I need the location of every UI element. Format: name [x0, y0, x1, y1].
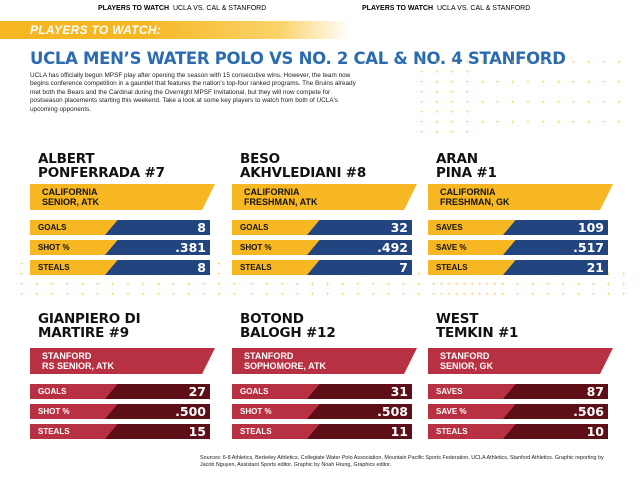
stat-row: GOALS 31: [232, 384, 412, 399]
section-tag: PLAYERS TO WATCH:: [0, 21, 350, 39]
stat-row: STEALS 10: [428, 424, 608, 439]
school-box: STANFORD RS SENIOR, ATK: [30, 348, 215, 374]
top-bar: PLAYERS TO WATCH UCLA VS. CAL & STANFORD…: [0, 0, 640, 18]
stat-row: STEALS 15: [30, 424, 210, 439]
player-name: BESO AKHVLEDIANI #8: [240, 151, 367, 181]
stat-row: GOALS 32: [232, 220, 412, 235]
sources-footer: Sources: 6-8 Athletics, Berkeley Athleti…: [200, 455, 604, 468]
stat-row: STEALS 11: [232, 424, 412, 439]
stat-row: SHOT % .500: [30, 404, 210, 419]
stat-row: STEALS 21: [428, 260, 608, 275]
player-card: BOTOND BALOGH #12 STANFORD SOPHOMORE, ATK …: [232, 312, 422, 440]
stat-row: SHOT % .508: [232, 404, 412, 419]
stat-row: SHOT % .381: [30, 240, 210, 255]
player-card: BESO AKHVLEDIANI #8 CALIFORNIA FRESHMAN, A…: [232, 151, 422, 275]
section-tag-label: PLAYERS TO WATCH:: [30, 23, 162, 37]
stat-row: GOALS 8: [30, 220, 210, 235]
intro-paragraph: UCLA has officially begun MPSF play afte…: [30, 72, 356, 113]
stat-row: SAVES 109: [428, 220, 608, 235]
headline: UCLA MEN’S WATER POLO VS NO. 2 CAL & NO.…: [30, 49, 566, 68]
top-bar-left: PLAYERS TO WATCH UCLA VS. CAL & STANFORD: [98, 5, 267, 12]
player-card: GIANPIERO DI MARTIRE #9 STANFORD RS SENIOR…: [30, 312, 220, 440]
player-card: ALBERT PONFERRADA #7 CALIFORNIA SENIOR, AT…: [30, 151, 220, 275]
dot-pattern: + + + + + + + + + + + + + + + + + + + + +…: [250, 272, 502, 298]
player-name: GIANPIERO DI MARTIRE #9: [38, 311, 141, 341]
school-box: CALIFORNIA FRESHMAN, ATK: [232, 184, 417, 210]
dot-pattern: + + + + + + + + + + + + + + + + + + + + +…: [420, 60, 626, 136]
player-name: BOTOND BALOGH #12: [240, 311, 336, 341]
stat-row: GOALS 27: [30, 384, 210, 399]
player-card: ARAN PINA #1 CALIFORNIA FRESHMAN, GK SAVES…: [428, 151, 618, 275]
player-name: WEST TEMKIN #1: [436, 311, 519, 341]
school-box: CALIFORNIA FRESHMAN, GK: [428, 184, 613, 210]
dot-pattern: + + + + + + + + + + + + + + + + + + + + +…: [440, 272, 631, 298]
stat-row: SAVE % .517: [428, 240, 608, 255]
school-box: STANFORD SOPHOMORE, ATK: [232, 348, 417, 374]
stat-row: SAVE % .506: [428, 404, 608, 419]
top-bar-right: PLAYERS TO WATCH UCLA VS. CAL & STANFORD: [362, 5, 531, 12]
player-name: ARAN PINA #1: [436, 151, 497, 181]
player-card: WEST TEMKIN #1 STANFORD SENIOR, GK SAVES 87…: [428, 312, 618, 440]
stat-row: SHOT % .492: [232, 240, 412, 255]
player-name: ALBERT PONFERRADA #7: [38, 151, 165, 181]
stat-row: SAVES 87: [428, 384, 608, 399]
school-box: CALIFORNIA SENIOR, ATK: [30, 184, 215, 210]
stat-row: STEALS 7: [232, 260, 412, 275]
stat-row: STEALS 8: [30, 260, 210, 275]
school-box: STANFORD SENIOR, GK: [428, 348, 613, 374]
